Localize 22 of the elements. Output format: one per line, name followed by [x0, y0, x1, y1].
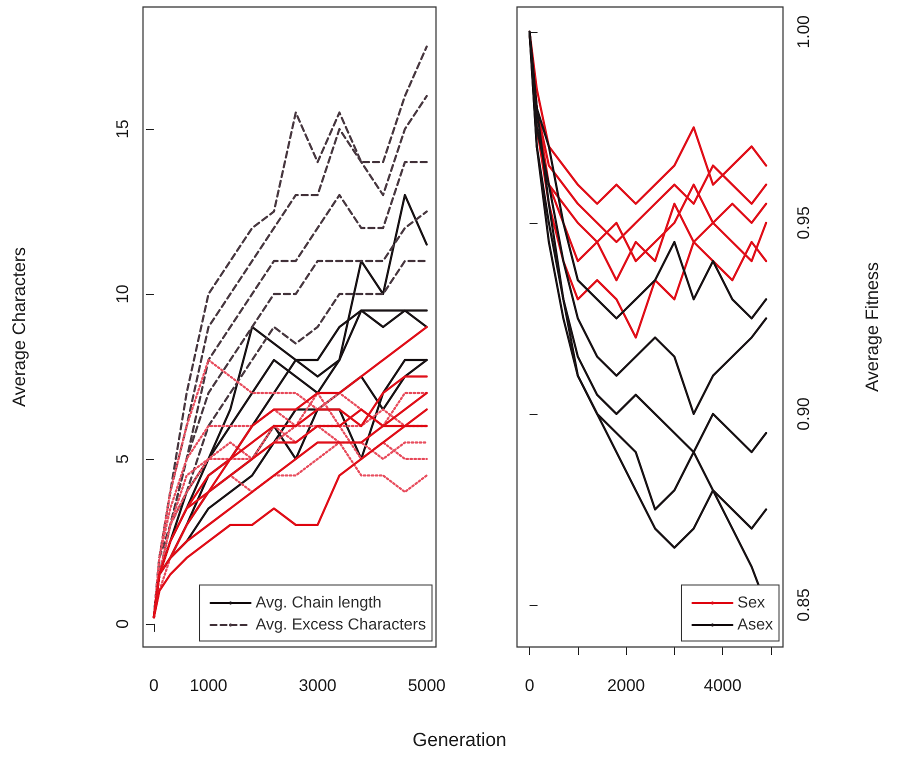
legend-label: Sex: [737, 594, 766, 612]
y-tick-label: 0.85: [794, 588, 813, 622]
y-tick-label: 5: [113, 454, 132, 464]
y-axis-title: Average Characters: [9, 247, 29, 407]
y-tick-label: 0.95: [794, 206, 813, 240]
x-axis-title: Generation: [411, 730, 508, 752]
x-tick-label: 5000: [408, 676, 446, 695]
legend-label: Avg. Chain length: [256, 594, 382, 612]
y-tick-label: 10: [113, 284, 132, 304]
y-tick-label: 1.00: [794, 15, 813, 48]
x-tick-label: 0: [149, 676, 159, 695]
legend-label: Asex: [737, 616, 774, 634]
x-tick-label: 4000: [704, 676, 742, 695]
y-tick-label: 15: [113, 120, 132, 139]
y-axis-title: Average Fitness: [862, 262, 882, 392]
y-tick-label: 0.90: [794, 397, 813, 430]
y-tick-label: 0: [113, 619, 132, 629]
x-tick-label: 0: [524, 676, 534, 695]
legend-label: Avg. Excess Characters: [256, 616, 426, 634]
x-tick-label: 1000: [190, 676, 228, 695]
x-tick-label: 2000: [607, 676, 646, 695]
x-tick-label: 3000: [298, 676, 337, 695]
